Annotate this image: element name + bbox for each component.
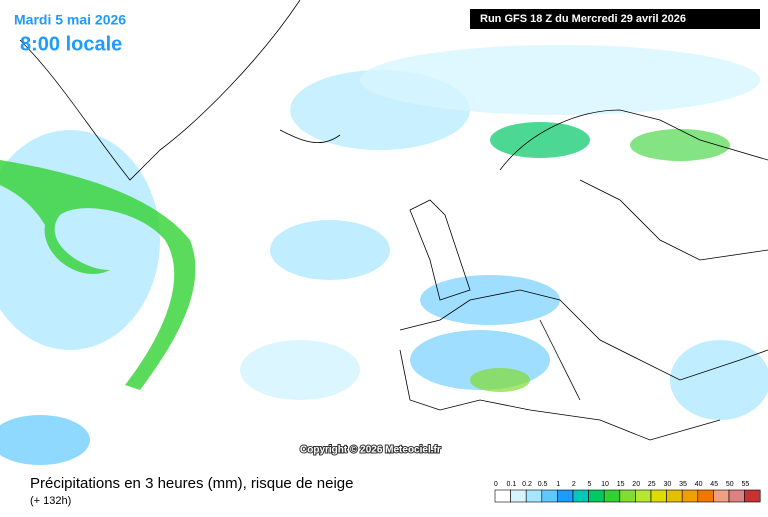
legend-label: 30: [664, 481, 672, 488]
legend-swatch: [744, 489, 761, 503]
legend-label: 1: [556, 481, 560, 488]
precipitation-field: [0, 45, 768, 465]
legend-swatch: [557, 489, 574, 503]
legend-swatch: [525, 489, 543, 503]
legend-label: 25: [648, 481, 656, 488]
legend-swatch: [572, 489, 589, 503]
legend-label: 15: [617, 481, 625, 488]
legend-label: 0: [494, 481, 498, 488]
legend-label: 5: [587, 481, 591, 488]
legend-swatch: [619, 489, 636, 503]
legend: 0 0.1 0.2 0.5 1 2 5 10 15 20 25 30 35 40 45 50 55: [494, 481, 761, 503]
legend-swatch: [681, 489, 699, 503]
copyright: Copyright © 2026 Meteociel.fr: [300, 445, 441, 456]
legend-label: 55: [742, 481, 750, 488]
legend-swatch: [588, 489, 605, 503]
legend-swatch: [666, 489, 683, 503]
run-info: Run GFS 18 Z du Mercredi 29 avril 2026: [480, 13, 686, 25]
legend-label: 50: [726, 481, 734, 488]
legend-label: 45: [710, 481, 718, 488]
legend-label: 2: [572, 481, 576, 488]
footer-title: Précipitations en 3 heures (mm), risque …: [30, 475, 354, 492]
legend-swatch: [713, 489, 730, 503]
legend-label: 20: [632, 481, 640, 488]
legend-swatch: [494, 489, 511, 503]
local-time: 8:00 locale: [20, 33, 122, 55]
legend-swatch: [635, 489, 652, 503]
legend-swatch: [728, 489, 745, 503]
legend-label: 40: [695, 481, 703, 488]
coastlines: [19, 0, 768, 441]
run-box: [470, 9, 760, 29]
legend-swatch: [697, 489, 714, 503]
legend-swatch: [541, 489, 558, 503]
legend-label: 35: [679, 481, 687, 488]
legend-label: 0.5: [538, 481, 548, 488]
legend-label: 0.2: [522, 481, 532, 488]
legend-swatch: [650, 489, 667, 503]
date: Mardi 5 mai 2026: [14, 12, 126, 28]
legend-label: 0.1: [507, 481, 517, 488]
footer-lead: (+ 132h): [30, 495, 71, 507]
legend-label: 10: [601, 481, 609, 488]
legend-swatch: [603, 489, 621, 503]
legend-swatch: [510, 489, 527, 503]
